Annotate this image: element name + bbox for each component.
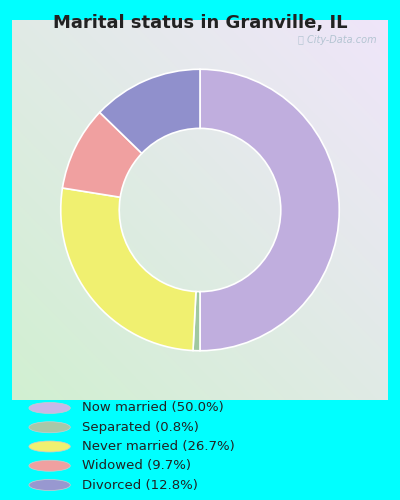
Circle shape bbox=[29, 441, 70, 452]
Text: Ⓜ City-Data.com: Ⓜ City-Data.com bbox=[298, 35, 377, 45]
Wedge shape bbox=[100, 70, 200, 154]
Text: Now married (50.0%): Now married (50.0%) bbox=[82, 402, 223, 414]
Wedge shape bbox=[62, 112, 142, 197]
Text: Separated (0.8%): Separated (0.8%) bbox=[82, 420, 198, 434]
Text: Divorced (12.8%): Divorced (12.8%) bbox=[82, 478, 198, 492]
Circle shape bbox=[29, 480, 70, 490]
Wedge shape bbox=[200, 70, 339, 350]
Text: Never married (26.7%): Never married (26.7%) bbox=[82, 440, 234, 453]
Circle shape bbox=[29, 402, 70, 413]
Wedge shape bbox=[193, 292, 200, 350]
Wedge shape bbox=[61, 188, 196, 350]
Text: Widowed (9.7%): Widowed (9.7%) bbox=[82, 459, 190, 472]
Text: Marital status in Granville, IL: Marital status in Granville, IL bbox=[53, 14, 347, 32]
Circle shape bbox=[29, 422, 70, 432]
Circle shape bbox=[29, 460, 70, 471]
